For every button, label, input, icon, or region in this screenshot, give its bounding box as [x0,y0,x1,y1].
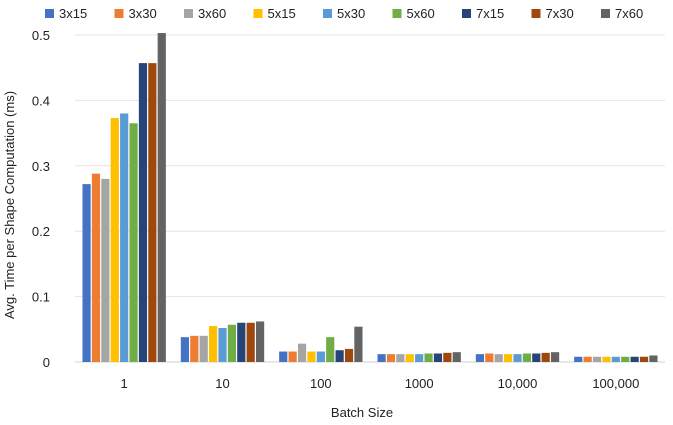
bar-5x60-1000 [424,353,433,362]
bar-3x30-1000 [386,354,396,362]
bar-7x15-100,000 [630,356,639,362]
bar-3x30-100 [288,351,297,362]
legend-label: 5x15 [268,6,296,21]
y-tick-label: 0.4 [32,93,50,108]
legend-label: 7x15 [476,6,504,21]
bar-7x30-100 [344,348,354,362]
x-axis-ticks: 1 10 100 1000 10,000 100,000 [121,376,640,391]
bar-3x60-1000 [396,354,405,362]
legend-swatch [323,9,332,18]
legend-swatch [114,9,124,18]
bar-7x60-10,000 [550,352,560,362]
bar-7x60-1000 [452,352,461,362]
legend-label: 3x60 [198,6,226,21]
y-axis-title: Avg. Time per Shape Computation (ms) [2,91,17,319]
legend-label: 5x30 [337,6,365,21]
legend-swatch [253,9,263,18]
bar-3x15-10 [180,337,190,362]
bar-5x15-100 [307,351,316,362]
legend-label: 3x30 [129,6,157,21]
gridlines [75,34,665,363]
x-axis-title: Batch Size [331,405,393,420]
bar-7x30-10,000 [541,352,550,362]
bar-7x60-100,000 [649,355,658,362]
bar-3x30-100,000 [583,356,592,362]
x-tick-label: 10 [215,376,229,391]
legend-label: 7x60 [615,6,643,21]
bar-3x15-100 [279,351,288,362]
legend-swatch [462,9,471,18]
bar-3x15-1 [82,184,91,362]
bar-5x60-100 [326,337,335,362]
bar-7x30-1000 [443,352,452,362]
x-tick-label: 10,000 [498,376,538,391]
bar-7x60-10 [255,321,265,362]
bar-3x60-10,000 [494,354,503,362]
bar-3x60-100 [297,343,307,362]
y-tick-label: 0.1 [32,290,50,305]
bar-3x30-1 [91,173,101,362]
bars [82,33,658,363]
bar-3x60-100,000 [592,356,602,362]
bar-3x15-1000 [377,354,386,362]
y-tick-label: 0 [43,355,50,370]
legend-swatch [184,9,193,18]
bar-7x30-10 [246,322,255,362]
bar-7x15-100 [335,350,344,362]
y-tick-label: 0.2 [32,224,50,239]
bar-5x30-1000 [415,354,424,362]
bar-5x30-10 [218,327,227,362]
bar-7x15-10 [237,322,246,362]
bar-5x15-1000 [405,354,414,362]
bar-3x60-1 [101,178,110,362]
bar-5x30-1 [120,113,129,362]
legend-swatch [601,9,610,18]
legend-swatch [45,9,54,18]
legend-swatch [392,9,402,18]
bar-3x15-10,000 [475,354,485,362]
legend-label: 5x60 [407,6,435,21]
y-tick-label: 0.5 [32,28,50,43]
bar-5x15-10 [209,326,218,362]
bar-3x60-10 [199,335,208,362]
y-axis-ticks: 0 0.1 0.2 0.3 0.4 0.5 [32,28,50,370]
bar-5x60-1 [129,123,138,362]
bar-3x15-100,000 [574,356,583,362]
y-tick-label: 0.3 [32,159,50,174]
x-tick-label: 1000 [405,376,434,391]
bar-7x60-100 [354,326,363,362]
bar-5x15-10,000 [504,354,513,362]
bar-5x15-1 [110,118,119,362]
x-tick-label: 1 [121,376,128,391]
bar-5x30-10,000 [513,354,522,362]
bar-5x30-100,000 [611,356,620,362]
bar-5x60-10,000 [522,353,531,362]
bar-7x60-1 [157,33,166,363]
bar-7x15-1000 [433,353,443,362]
bar-3x30-10 [190,335,199,362]
bar-7x30-1 [148,63,157,362]
legend: 3x15 3x30 3x60 5x15 5x30 5x60 7x15 7x30 7x60 [45,6,643,21]
legend-swatch [531,9,541,18]
bar-3x30-10,000 [485,353,494,362]
legend-label: 3x15 [59,6,87,21]
x-tick-label: 100,000 [592,376,639,391]
x-tick-label: 100 [310,376,332,391]
bar-5x15-100,000 [602,356,611,362]
bar-7x15-10,000 [532,353,541,362]
bar-7x30-100,000 [639,356,649,362]
legend-label: 7x30 [546,6,574,21]
bar-7x15-1 [138,63,148,362]
bar-5x60-100,000 [621,356,630,362]
bar-5x30-100 [316,351,325,362]
bar-5x60-10 [227,324,236,362]
